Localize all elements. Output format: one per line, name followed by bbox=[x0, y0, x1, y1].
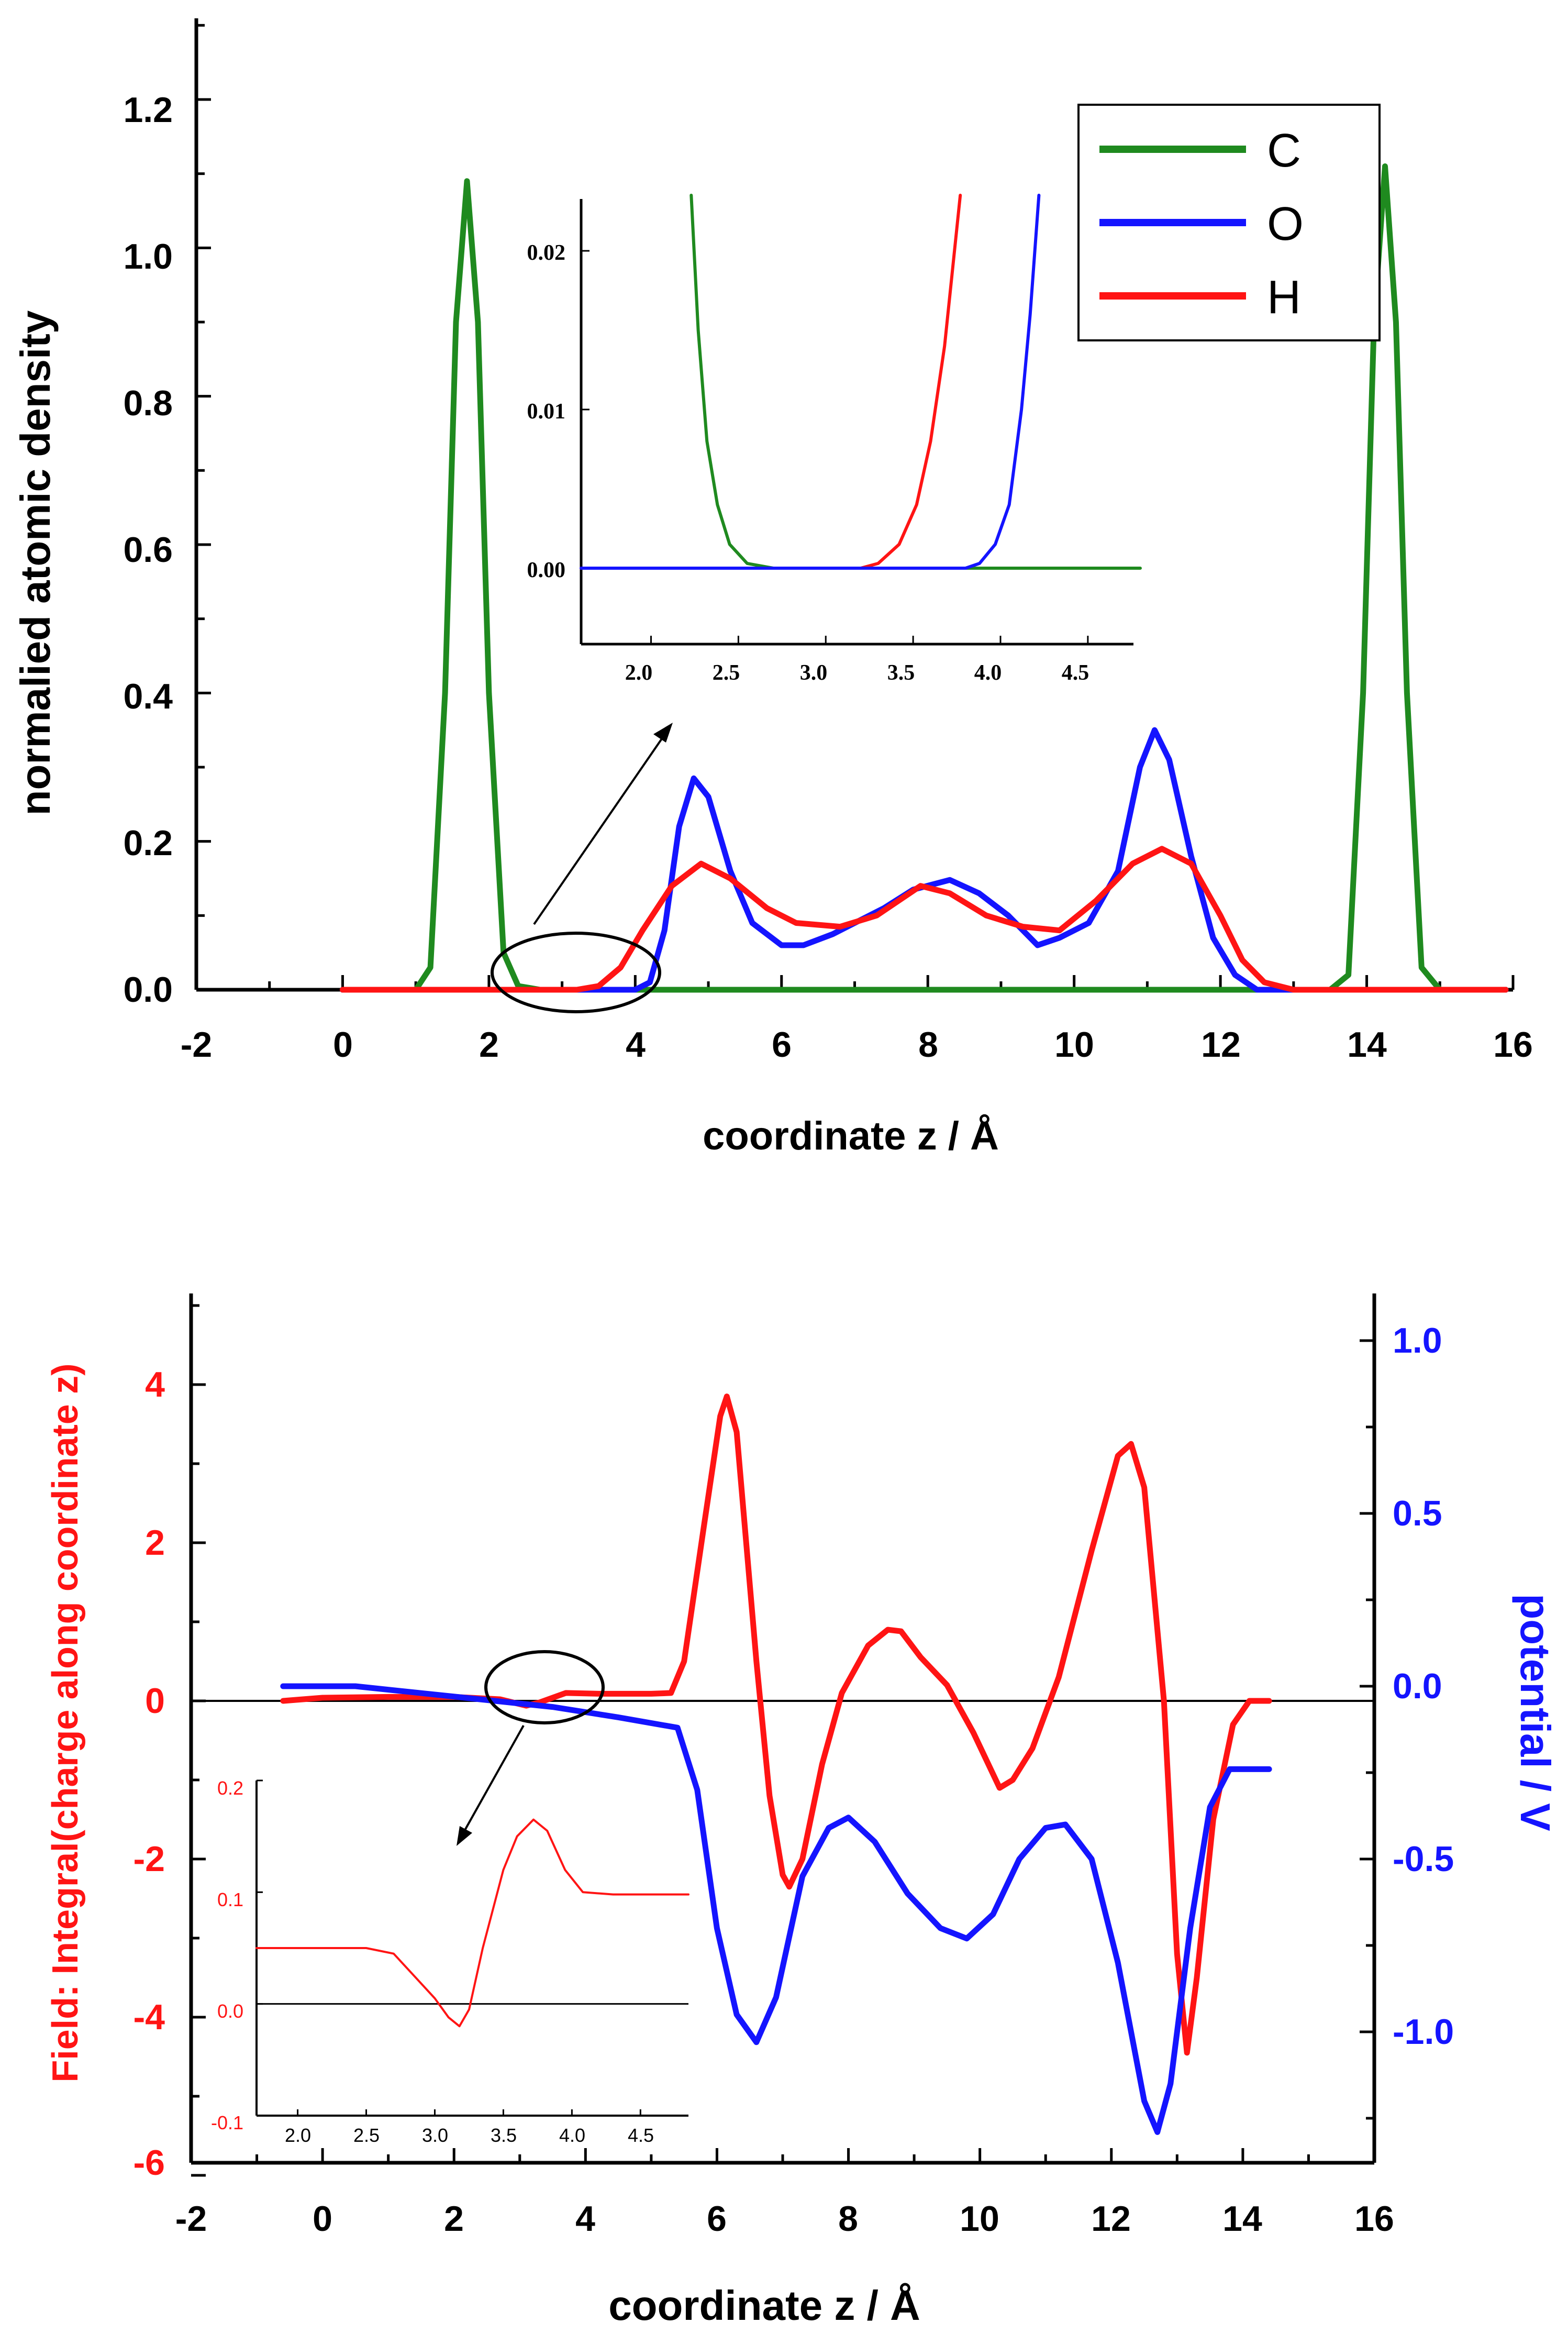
density-line-h bbox=[339, 846, 1509, 993]
field-y-tick-label: -2 bbox=[134, 1839, 165, 1879]
field-inset-x-tick-label: 3.5 bbox=[491, 2125, 517, 2146]
density-x-tick-label: 12 bbox=[1201, 1025, 1241, 1065]
density-x-tick-label: 4 bbox=[626, 1025, 646, 1065]
field-left-axis-label: Field: Integral(charge along coordinate … bbox=[45, 1364, 85, 2083]
field-y-tick-label: -4 bbox=[134, 1997, 165, 2037]
field-x-tick-labels: -2 0 2 4 6 8 10 12 14 16 bbox=[175, 2199, 1394, 2239]
density-x-tick-label: -2 bbox=[181, 1025, 212, 1065]
inset-x-tick-label: 2.5 bbox=[713, 661, 740, 685]
density-y-tick-label: 0.6 bbox=[123, 530, 173, 570]
field-y-tick-label: 0 bbox=[145, 1681, 165, 1721]
field-x-tick-label: 2 bbox=[444, 2199, 464, 2239]
density-y-tick-label: 0.2 bbox=[123, 823, 173, 863]
density-x-tick-labels: -2 0 2 4 6 8 10 12 14 16 bbox=[181, 1025, 1533, 1065]
potential-tick-label: 1.0 bbox=[1393, 1321, 1442, 1360]
field-x-tick-label: 0 bbox=[313, 2199, 332, 2239]
inset-x-tick-label: 3.5 bbox=[887, 661, 915, 685]
field-inset-y-tick-label: 0.2 bbox=[217, 1777, 243, 1799]
inset-x-tick-label: 2.0 bbox=[625, 661, 653, 685]
field-inset: 2.0 2.5 3.0 3.5 4.0 4.5 0.2 0.1 0.0 -0.1 bbox=[211, 1777, 690, 2146]
inset-x-tick-label: 3.0 bbox=[800, 661, 828, 685]
field-potential-series bbox=[280, 1393, 1272, 2135]
field-x-tick-label: 8 bbox=[838, 2199, 858, 2239]
field-inset-line bbox=[255, 1818, 690, 2028]
inset-x-tick-label: 4.0 bbox=[974, 661, 1002, 685]
density-x-tick-label: 14 bbox=[1347, 1025, 1387, 1065]
potential-tick-label: -1.0 bbox=[1393, 2012, 1454, 2052]
density-x-tick-label: 8 bbox=[918, 1025, 938, 1065]
inset-y-tick-label: 0.01 bbox=[527, 400, 566, 424]
inset-y-tick-label: 0.02 bbox=[527, 241, 566, 265]
field-x-tick-label: 10 bbox=[960, 2199, 999, 2239]
field-y-tick-label: -6 bbox=[134, 2143, 165, 2183]
field-axis-ticks bbox=[190, 1304, 1376, 2177]
density-legend: C O H bbox=[1077, 104, 1381, 341]
field-inset-x-tick-label: 3.0 bbox=[422, 2125, 448, 2146]
potential-right-tick-labels: 1.0 0.5 0.0 -0.5 -1.0 bbox=[1393, 1321, 1454, 2052]
zoom-ellipse-bottom bbox=[484, 1650, 605, 1724]
legend-label-o: O bbox=[1267, 198, 1304, 250]
field-potential-panel: -2 0 2 4 6 8 10 12 14 16 4 2 0 -2 -4 -6 … bbox=[45, 1293, 1559, 2329]
density-x-tick-label: 16 bbox=[1493, 1025, 1533, 1065]
field-line bbox=[280, 1393, 1272, 2056]
inset-x-tick-label: 4.5 bbox=[1062, 661, 1089, 685]
density-line-o bbox=[339, 727, 1509, 993]
legend-label-h: H bbox=[1267, 271, 1301, 324]
field-inset-x-tick-label: 2.5 bbox=[353, 2125, 380, 2146]
density-panel: -2 0 2 4 6 8 10 12 14 16 0.0 0.2 0.4 0.6… bbox=[12, 18, 1533, 1158]
field-inset-x-tick-label: 4.5 bbox=[628, 2125, 654, 2146]
zoom-arrow-bottom bbox=[462, 1725, 525, 1833]
inset-y-tick-label: 0.00 bbox=[527, 558, 566, 582]
density-y-tick-label: 0.4 bbox=[123, 677, 173, 716]
potential-tick-label: 0.0 bbox=[1393, 1666, 1442, 1706]
field-x-tick-label: 14 bbox=[1222, 2199, 1262, 2239]
field-x-tick-label: 12 bbox=[1091, 2199, 1131, 2239]
density-x-tick-label: 0 bbox=[333, 1025, 353, 1065]
density-y-tick-labels: 0.0 0.2 0.4 0.6 0.8 1.0 1.2 bbox=[123, 90, 173, 1010]
density-y-tick-label: 0.0 bbox=[123, 970, 173, 1010]
density-y-tick-label: 1.0 bbox=[123, 237, 173, 276]
field-x-tick-label: 6 bbox=[707, 2199, 727, 2239]
density-y-tick-label: 0.8 bbox=[123, 383, 173, 423]
field-x-axis-label: coordinate z / Å bbox=[608, 2282, 920, 2329]
zoom-ellipse bbox=[491, 932, 661, 1013]
field-inset-x-tick-label: 4.0 bbox=[559, 2125, 585, 2146]
density-x-tick-label: 10 bbox=[1054, 1025, 1094, 1065]
potential-line bbox=[280, 1683, 1272, 2135]
legend-label-c: C bbox=[1267, 125, 1301, 177]
field-x-tick-label: -2 bbox=[175, 2199, 207, 2239]
field-left-tick-labels: 4 2 0 -2 -4 -6 bbox=[134, 1365, 165, 2183]
potential-tick-label: -0.5 bbox=[1393, 1839, 1454, 1879]
potential-tick-label: 0.5 bbox=[1393, 1494, 1442, 1533]
density-x-tick-label: 6 bbox=[772, 1025, 792, 1065]
field-inset-y-tick-label: 0.0 bbox=[217, 2000, 243, 2022]
field-x-tick-label: 16 bbox=[1354, 2199, 1394, 2239]
field-x-tick-label: 4 bbox=[575, 2199, 595, 2239]
field-inset-y-tick-label: -0.1 bbox=[211, 2112, 243, 2133]
potential-right-axis-label: potential / V bbox=[1512, 1594, 1559, 1831]
field-y-tick-label: 4 bbox=[145, 1365, 165, 1404]
density-series bbox=[339, 163, 1509, 993]
density-y-axis-label: normalied atomic density bbox=[12, 310, 59, 815]
density-inset: 2.0 2.5 3.0 3.5 4.0 4.5 0.00 0.01 0.02 bbox=[527, 193, 1142, 685]
inset-line-h bbox=[580, 193, 962, 570]
zoom-arrow bbox=[533, 735, 665, 925]
zoom-arrowhead-bottom bbox=[457, 1826, 472, 1846]
inset-line-c bbox=[690, 193, 1142, 570]
density-x-axis-label: coordinate z / Å bbox=[703, 1114, 999, 1158]
field-y-tick-label: 2 bbox=[145, 1523, 165, 1563]
field-inset-x-tick-label: 2.0 bbox=[285, 2125, 311, 2146]
density-y-tick-label: 1.2 bbox=[123, 90, 173, 130]
density-x-tick-label: 2 bbox=[479, 1025, 499, 1065]
inset-line-o bbox=[580, 193, 1041, 570]
field-inset-y-tick-label: 0.1 bbox=[217, 1889, 243, 1910]
zoom-arrowhead bbox=[653, 723, 673, 743]
